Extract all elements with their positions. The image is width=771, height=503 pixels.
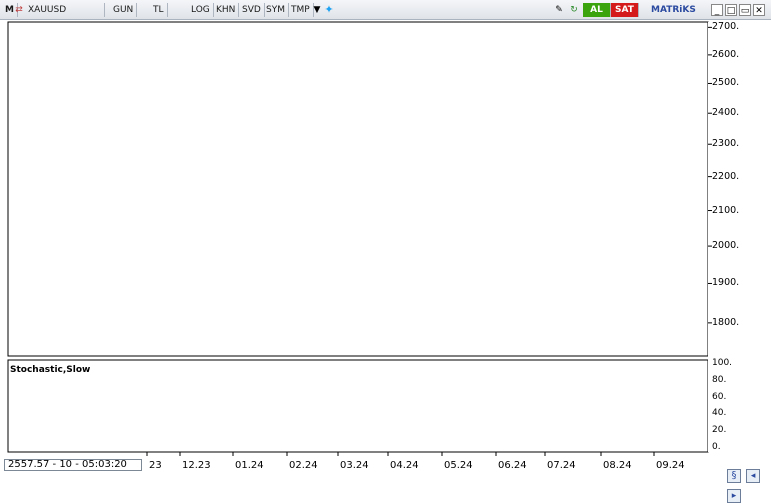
x-tick-label: 23 — [149, 460, 162, 471]
x-tick-label: 03.24 — [340, 460, 369, 471]
y-tick-label: 1800. — [712, 316, 740, 328]
chart-area — [7, 21, 771, 456]
minimize-icon[interactable]: _ — [711, 4, 723, 16]
toolbar: M ⇄ XAUUSD GUN TL LOG KHN SVD SYM TMP ▼ … — [0, 0, 771, 20]
stochastic-y-tick-label: 80. — [712, 374, 727, 385]
x-tick-label: 12.23 — [182, 460, 211, 471]
y-tick-label: 2500. — [712, 77, 740, 89]
x-tick-label: 05.24 — [444, 460, 473, 471]
corner-icons: § ◂ ▸ — [727, 463, 771, 503]
chevron-right-icon[interactable]: ▸ — [727, 489, 741, 503]
menu-button[interactable]: M — [2, 3, 18, 17]
tmp-button[interactable]: TMP — [288, 3, 314, 17]
y-tick-label: 2100. — [712, 204, 740, 216]
y-tick-label: 2600. — [712, 48, 740, 60]
symbol-swap-icon[interactable]: ⇄ — [15, 5, 23, 15]
refresh-icon[interactable]: ↻ — [570, 5, 578, 15]
y-axis-strip — [708, 22, 771, 452]
twitter-icon[interactable]: ✦ — [324, 3, 334, 16]
log-button[interactable]: LOG — [188, 3, 214, 17]
dropdown-arrow-icon[interactable]: ▼ — [313, 5, 321, 15]
restore-icon[interactable]: ▭ — [739, 4, 751, 16]
y-tick-label: 2400. — [712, 107, 740, 119]
stochastic-y-tick-label: 40. — [712, 408, 727, 419]
y-tick-label: 2200. — [712, 170, 740, 182]
stochastic-y-tick-label: 20. — [712, 425, 727, 436]
period-button[interactable]: GUN — [110, 3, 138, 17]
x-tick-label: 08.24 — [603, 460, 632, 471]
maximize-icon[interactable]: □ — [725, 4, 737, 16]
sell-button[interactable]: SAT — [611, 3, 639, 17]
trendline-button[interactable]: TL — [150, 3, 168, 17]
y-tick-label: 2700. — [712, 21, 740, 33]
edit-icon[interactable]: ✎ — [555, 5, 563, 15]
stochastic-title: Stochastic,Slow — [10, 365, 91, 375]
brand-logo: MATRiKS — [651, 5, 696, 15]
stochastic-y-tick-label: 100. — [712, 358, 733, 368]
x-tick-label: 01.24 — [235, 460, 264, 471]
symbol-label[interactable]: XAUUSD — [25, 3, 105, 17]
chevron-left-icon[interactable]: ◂ — [746, 469, 761, 483]
close-icon[interactable]: ✕ — [753, 4, 765, 16]
x-tick-label: 09.24 — [656, 460, 685, 471]
x-tick-label: 02.24 — [289, 460, 318, 471]
stochastic-y-tick-label: 60. — [712, 391, 727, 402]
buy-button[interactable]: AL — [583, 3, 611, 17]
x-tick-label: 04.24 — [390, 460, 419, 471]
sym-button[interactable]: SYM — [263, 3, 289, 17]
axes — [7, 21, 771, 456]
khn-button[interactable]: KHN — [213, 3, 240, 17]
stochastic-y-tick-label: 0. — [712, 442, 721, 452]
price-frame — [7, 21, 709, 357]
y-tick-label: 2300. — [712, 138, 740, 150]
x-tick-label: 06.24 — [498, 460, 527, 471]
crosshair-icon[interactable]: § — [727, 469, 741, 483]
y-tick-label: 1900. — [712, 277, 740, 289]
svd-button[interactable]: SVD — [239, 3, 265, 17]
y-tick-label: 2000. — [712, 240, 740, 252]
cursor-readout: 2557.57 - 10 - 05:03:20 — [4, 459, 142, 471]
x-tick-label: 07.24 — [547, 460, 576, 471]
stochastic-frame — [7, 359, 709, 453]
